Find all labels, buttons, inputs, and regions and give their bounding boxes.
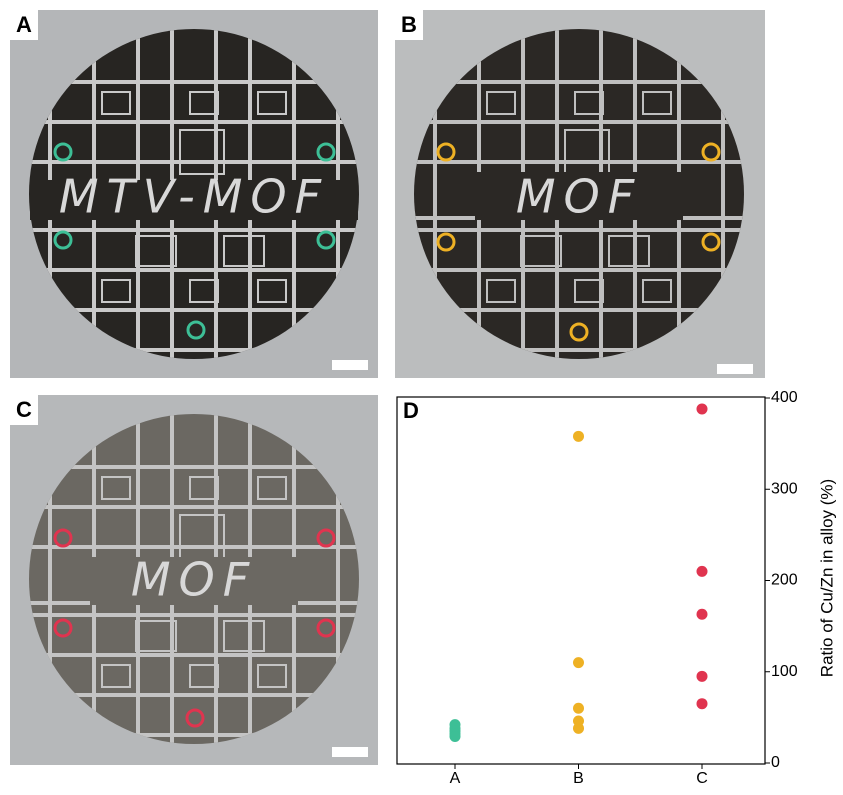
x-tick-label: C <box>696 770 708 787</box>
point <box>697 698 708 709</box>
y-tick-label: 0 <box>771 754 780 771</box>
point <box>573 431 584 442</box>
scale-bar <box>332 747 368 757</box>
scale-bar <box>717 364 753 374</box>
panel-label: D <box>403 398 419 423</box>
y-axis-label: Ratio of Cu/Zn in alloy (%) <box>817 479 836 677</box>
panel-label: C <box>16 397 32 422</box>
wafer-text: MTV-MOF <box>59 170 329 224</box>
panel-a: MTV-MOF A <box>10 10 378 378</box>
point <box>573 723 584 734</box>
y-tick-label: 300 <box>771 480 798 497</box>
point <box>697 566 708 577</box>
panel-b: MOF B <box>395 10 765 378</box>
wafer-text: MOF <box>516 170 642 224</box>
point <box>573 657 584 668</box>
x-tick-label: A <box>450 770 461 787</box>
y-tick-label: 100 <box>771 663 798 680</box>
scale-bar <box>332 360 368 370</box>
point <box>697 671 708 682</box>
y-tick-label: 400 <box>771 389 798 406</box>
x-tick-label: B <box>573 770 584 787</box>
figure: MTV-MOF A MOF B MOF C D Ratio of Cu/Zn i… <box>0 0 843 790</box>
y-tick-label: 200 <box>771 572 798 589</box>
point <box>697 609 708 620</box>
panel-label: A <box>16 12 32 37</box>
chart-d: D Ratio of Cu/Zn in alloy (%) 0 100 200 300… <box>397 389 836 787</box>
point <box>697 403 708 414</box>
point <box>573 703 584 714</box>
panel-label: B <box>401 12 417 37</box>
point <box>450 731 461 742</box>
wafer-text: MOF <box>131 553 257 607</box>
panel-c: MOF C <box>10 395 378 765</box>
